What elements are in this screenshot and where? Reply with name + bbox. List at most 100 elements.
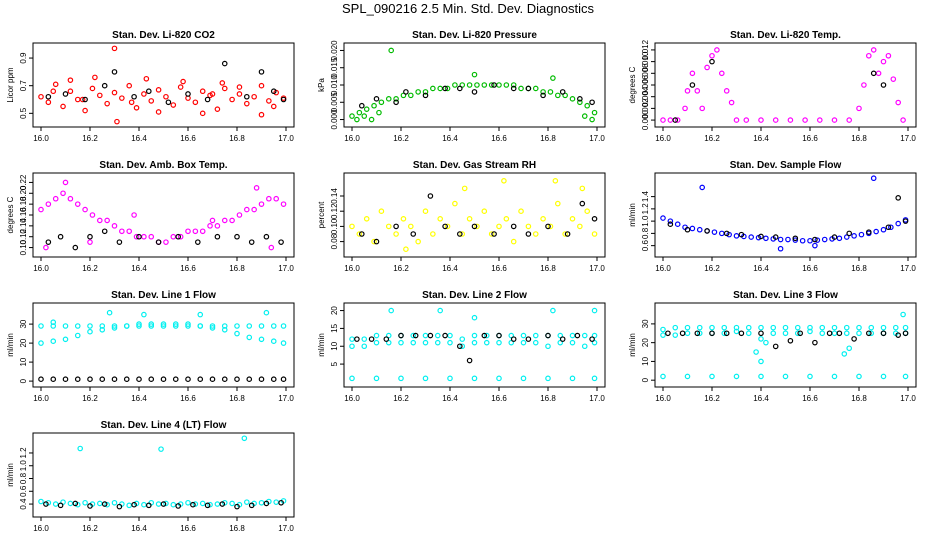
data-point-cyan [422,375,429,382]
data-point-cyan [569,332,576,339]
data-point-cyan [483,332,490,339]
y-tick-label: 0.5 [19,107,28,119]
data-point-black [466,357,473,364]
data-point-blue [880,226,887,233]
data-point-black [221,60,228,67]
data-point-black [895,332,902,338]
data-point-magenta [177,233,184,240]
x-tick-label: 16.0 [33,524,49,533]
data-point-green [363,106,370,112]
chart-title: Stan. Dev. Sample Flow [730,160,842,171]
data-point-magenta [704,64,710,71]
x-tick-label: 16.4 [753,134,769,143]
data-point-green [569,96,576,102]
data-point-yellow [356,231,363,237]
data-point-red [236,84,243,90]
data-point-black [393,223,399,230]
data-point-blue [843,234,850,240]
data-point-blue [888,224,894,231]
data-point-cyan [831,373,838,380]
data-point-black [62,91,69,97]
data-point-cyan [349,336,355,342]
data-point-yellow [378,208,385,215]
y-tick-label: 0.9 [19,52,28,64]
data-point-cyan [459,343,466,350]
data-point-red [192,99,199,106]
data-point-black [248,239,255,245]
data-point-cyan [99,326,106,333]
data-point-black [165,99,172,106]
data-point-cyan [763,339,769,346]
data-point-yellow [444,223,451,230]
data-point-black [111,69,118,75]
x-tick-label: 17.0 [589,264,605,273]
y-tick-label: 0.4 [19,498,28,510]
data-point-yellow [554,200,561,207]
data-point-black [589,99,595,106]
data-point-black [758,233,764,240]
page-title: SPL_090216 2.5 Min. Std. Dev. Diagnostic… [342,1,594,16]
data-point-cyan [868,324,875,331]
x-tick-label: 16.8 [540,264,556,273]
data-point-green [471,71,478,78]
data-point-magenta [131,212,137,218]
y-tick-label: 1.4 [641,191,650,203]
data-point-black [684,226,691,233]
data-point-black [72,500,79,507]
data-point-black [398,332,404,339]
data-point-magenta [111,223,118,229]
data-point-black [471,89,478,95]
data-point-cyan [782,324,789,331]
plot-frame [32,432,295,518]
data-point-green [554,92,561,99]
data-point-cyan [483,339,490,346]
data-point-black [442,85,448,92]
data-point-cyan [770,330,777,337]
x-tick-label: 16.6 [180,134,196,143]
y-tick-label: 10 [330,341,339,350]
data-point-cyan [197,323,204,329]
data-point-green [356,109,363,116]
data-point-magenta [667,117,674,123]
data-point-magenta [60,190,66,197]
data-point-green [589,116,595,123]
data-point-black [160,501,167,507]
data-point-black [797,330,804,337]
data-point-cyan [361,343,368,350]
data-point-cyan [172,323,179,329]
data-point-magenta [185,228,191,235]
x-tick-label: 16.2 [393,134,409,143]
data-point-yellow [501,178,507,184]
y-tick-label: 0.010 [641,51,650,72]
y-tick-label: 0.8 [641,227,650,239]
data-point-red [143,75,150,82]
data-point-red [236,91,243,97]
data-point-cyan [591,332,598,339]
data-point-black [758,330,764,337]
data-point-black [57,233,64,240]
data-point-cyan [447,339,453,346]
data-point-black [263,233,270,240]
data-point-cyan [97,500,103,507]
data-point-black [865,330,872,337]
data-point-black [131,501,137,508]
data-point-magenta [684,88,691,94]
data-point-magenta [62,179,69,186]
y-tick-label: 0.12 [19,228,28,244]
data-point-cyan [74,332,81,339]
data-point-cyan [684,330,691,337]
data-point-magenta [743,117,750,123]
data-point-blue [696,226,703,233]
x-tick-label: 16.6 [802,264,818,273]
data-point-cyan [373,375,380,382]
data-point-black [723,230,730,237]
data-point-cyan [733,373,740,380]
data-point-cyan [843,324,850,331]
data-point-red [92,74,98,81]
data-point-black [197,376,204,383]
data-point-black [787,337,794,344]
data-point-blue [667,218,674,224]
data-point-cyan [385,339,392,346]
data-point-cyan [709,373,715,380]
x-tick-label: 16.2 [82,394,98,403]
